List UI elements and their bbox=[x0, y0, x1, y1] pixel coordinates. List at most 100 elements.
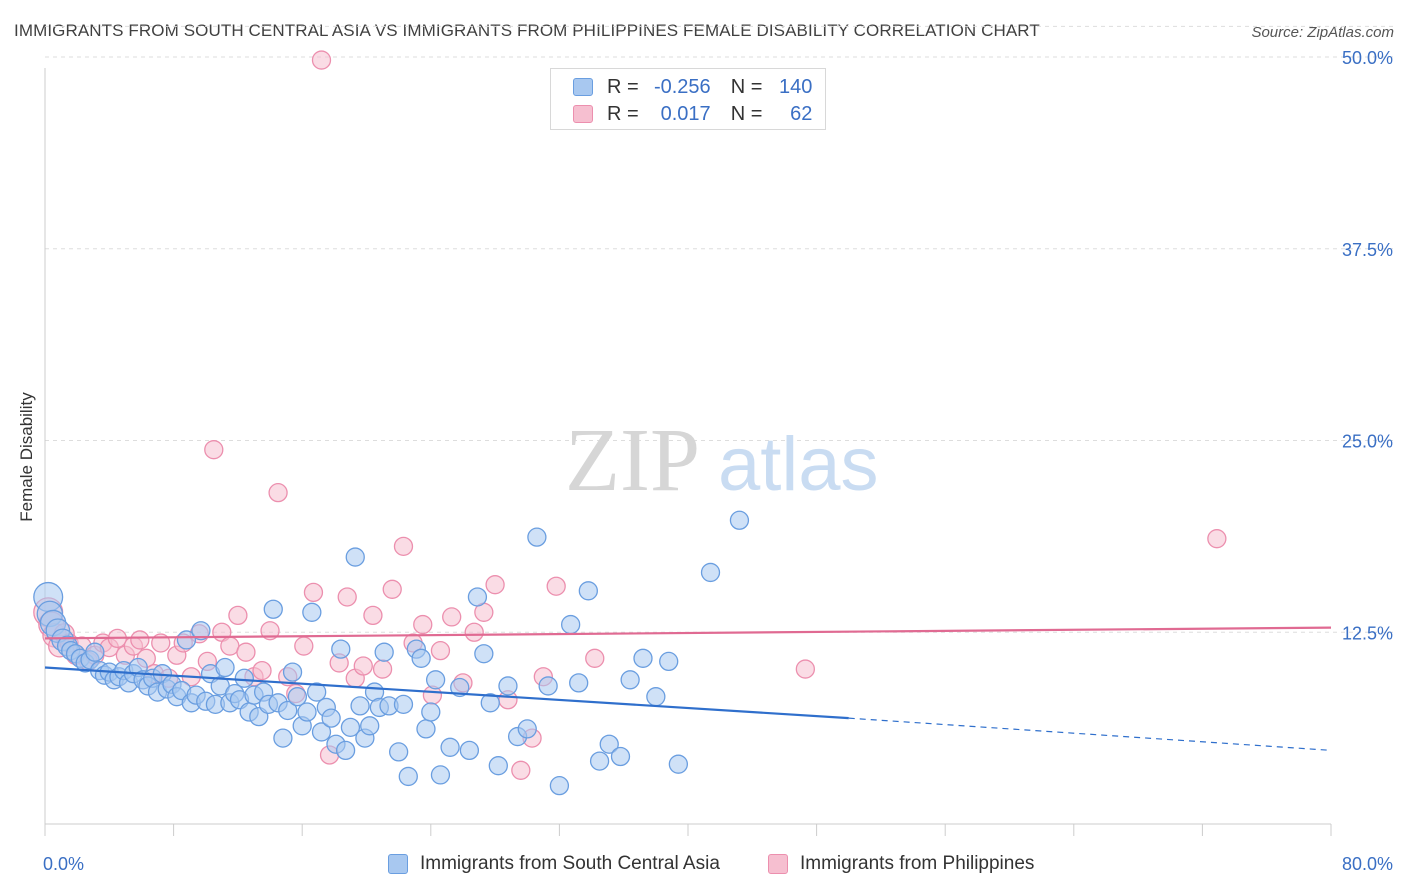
philippines-point bbox=[130, 630, 150, 650]
south-central-asia-point bbox=[360, 716, 380, 736]
south-central-asia-point bbox=[340, 717, 361, 738]
south-central-asia-point bbox=[668, 754, 689, 774]
philippines-point bbox=[546, 576, 566, 596]
philippines-point bbox=[372, 659, 393, 679]
south-central-asia-point bbox=[578, 581, 598, 601]
south-central-asia-point bbox=[430, 765, 451, 785]
south-central-asia-point bbox=[610, 746, 631, 767]
x-tick-label-max: 80.0% bbox=[1342, 854, 1393, 874]
south-central-asia-point bbox=[498, 676, 518, 696]
south-central-asia-point bbox=[350, 696, 370, 716]
south-central-asia-point bbox=[302, 602, 322, 622]
legend-r-label: R = bbox=[607, 75, 639, 98]
south-central-asia-point bbox=[307, 682, 327, 702]
south-central-asia-point bbox=[459, 740, 480, 761]
legend-r-value: 0.017 bbox=[660, 102, 711, 125]
south-central-asia-point bbox=[474, 644, 494, 664]
series-south-central-asia-points bbox=[33, 510, 750, 796]
bottom-legend-philippines: Immigrants from Philippines bbox=[768, 851, 1034, 877]
south-central-asia-point bbox=[569, 673, 589, 693]
legend-r-value: -0.256 bbox=[653, 75, 711, 98]
philippines-point bbox=[228, 605, 248, 626]
philippines-point bbox=[268, 483, 288, 503]
source-label: Source: ZipAtlas.com bbox=[1251, 24, 1394, 41]
south-central-asia-point bbox=[393, 694, 414, 714]
philippines-point bbox=[363, 605, 383, 626]
south-central-asia-point bbox=[633, 648, 653, 668]
philippines-point bbox=[1207, 529, 1227, 549]
legend-n-value: 140 bbox=[779, 75, 813, 98]
trend-south-central-asia-dashed bbox=[848, 717, 1332, 751]
x-tick-label-min: 0.0% bbox=[43, 854, 84, 874]
south-central-asia-point bbox=[646, 687, 666, 707]
bottom-legend-swatch-blue bbox=[388, 854, 408, 874]
south-central-asia-point bbox=[561, 614, 581, 635]
south-central-asia-point bbox=[374, 642, 394, 662]
south-central-asia-point bbox=[488, 756, 508, 776]
tick-labels: 12.5% 25.0% 37.5% 50.0% 0.0% 80.0% bbox=[43, 48, 1393, 874]
south-central-asia-point bbox=[729, 510, 750, 530]
legend-swatch-blue bbox=[573, 78, 593, 96]
south-central-asia-point bbox=[398, 766, 418, 787]
legend-row-south-central-asia: R = -0.256 N = 140 bbox=[573, 74, 812, 100]
south-central-asia-point bbox=[480, 693, 500, 713]
south-central-asia-point bbox=[345, 547, 365, 567]
watermark-zip: ZIP bbox=[565, 411, 700, 510]
south-central-asia-point bbox=[517, 719, 537, 739]
philippines-point bbox=[337, 587, 357, 607]
south-central-asia-point bbox=[335, 740, 356, 761]
south-central-asia-point bbox=[421, 702, 441, 722]
trend-south-central-asia-solid bbox=[44, 666, 849, 720]
south-central-asia-point bbox=[287, 687, 308, 707]
philippines-point bbox=[795, 659, 815, 679]
watermark-atlas: atlas bbox=[718, 422, 879, 507]
philippines-point bbox=[353, 656, 373, 676]
legend-swatch-pink bbox=[573, 105, 593, 123]
philippines-point bbox=[585, 648, 605, 668]
south-central-asia-point bbox=[440, 737, 460, 757]
y-tick-label: 12.5% bbox=[1342, 623, 1393, 643]
south-central-asia-point bbox=[85, 642, 105, 662]
south-central-asia-point bbox=[273, 728, 293, 748]
south-central-asia-point bbox=[278, 700, 298, 721]
philippines-point bbox=[236, 642, 256, 662]
south-central-asia-point bbox=[191, 621, 211, 641]
philippines-point bbox=[413, 614, 433, 635]
philippines-point bbox=[294, 636, 314, 656]
south-central-asia-point bbox=[331, 639, 351, 659]
south-central-asia-point bbox=[297, 702, 317, 722]
legend-n-value: 62 bbox=[790, 102, 813, 125]
bottom-legend-label: Immigrants from Philippines bbox=[800, 853, 1035, 874]
south-central-asia-point bbox=[411, 648, 431, 668]
legend-n-label: N = bbox=[730, 75, 763, 98]
y-axis-label: Female Disability bbox=[17, 392, 36, 522]
philippines-point bbox=[464, 622, 484, 642]
south-central-asia-point bbox=[321, 708, 341, 728]
south-central-asia-point bbox=[538, 676, 558, 696]
south-central-asia-point bbox=[620, 670, 640, 690]
axes bbox=[44, 68, 1332, 836]
legend-r-label: R = bbox=[607, 102, 639, 125]
philippines-point bbox=[442, 607, 462, 627]
south-central-asia-point bbox=[527, 527, 547, 547]
south-central-asia-point bbox=[282, 662, 303, 682]
trend-lines bbox=[44, 626, 1332, 751]
south-central-asia-point bbox=[215, 657, 235, 678]
south-central-asia-point bbox=[176, 630, 197, 650]
philippines-point bbox=[303, 582, 324, 603]
y-tick-label: 37.5% bbox=[1342, 240, 1393, 260]
philippines-point bbox=[430, 641, 451, 661]
y-tick-label: 50.0% bbox=[1342, 48, 1393, 68]
south-central-asia-point bbox=[589, 751, 610, 771]
philippines-point bbox=[252, 660, 272, 681]
legend-row-philippines: R = 0.017 N = 62 bbox=[573, 101, 812, 127]
south-central-asia-point bbox=[311, 722, 332, 742]
y-tick-label: 25.0% bbox=[1342, 432, 1393, 452]
south-central-asia-point bbox=[700, 562, 721, 583]
south-central-asia-point bbox=[234, 668, 254, 688]
south-central-asia-point bbox=[549, 776, 570, 796]
south-central-asia-point bbox=[425, 670, 446, 690]
chart-title: IMMIGRANTS FROM SOUTH CENTRAL ASIA VS IM… bbox=[14, 21, 1040, 40]
south-central-asia-point bbox=[416, 719, 436, 739]
